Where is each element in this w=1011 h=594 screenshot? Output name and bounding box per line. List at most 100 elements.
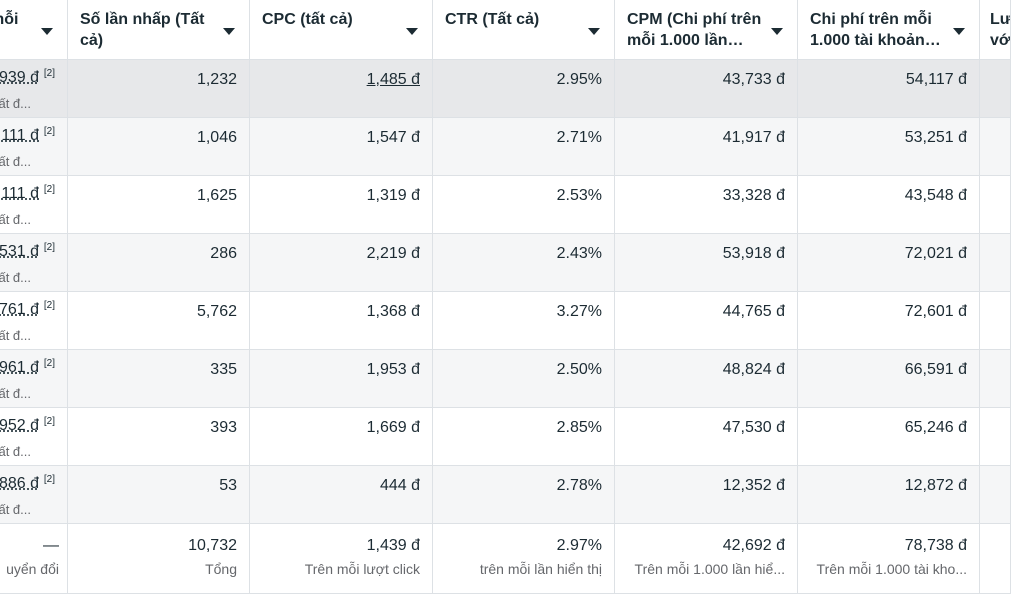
cell-cost-per-reach: 72,601 đ	[798, 292, 980, 350]
total-value: 78,738 đ	[798, 537, 967, 555]
cell-cpc: 1,319 đ	[250, 176, 433, 234]
cell-clicks: 286	[68, 234, 250, 292]
total-truncated	[980, 524, 1011, 594]
column-header-label: CPM (Chi phí trên mỗi 1.000 lần hiển thị…	[627, 9, 763, 51]
total-value: —	[0, 537, 59, 555]
chevron-down-icon[interactable]	[771, 28, 783, 35]
cell-ctr: 2.95%	[433, 60, 615, 118]
cost-value[interactable]: 111 đ	[1, 185, 39, 203]
column-header-label: CPC (tất cả)	[262, 9, 398, 30]
cell-cpm: 44,765 đ	[615, 292, 798, 350]
cell-cost-per-reach: 53,251 đ	[798, 118, 980, 176]
cell-ctr: 2.78%	[433, 466, 615, 524]
chevron-down-icon[interactable]	[406, 28, 418, 35]
cost-value[interactable]: 761 đ	[0, 301, 39, 319]
footnote-marker: [2]	[44, 126, 55, 137]
column-header-cost-per-reach[interactable]: Chi phí trên mỗi 1.000 tài khoản tiếp cậ…	[798, 0, 980, 60]
cell-ctr: 3.27%	[433, 292, 615, 350]
cell-cpc: 1,485 đ	[250, 60, 433, 118]
footnote-marker: [2]	[44, 242, 55, 253]
footnote-marker: [2]	[44, 358, 55, 369]
footnote-marker: [2]	[44, 68, 55, 79]
cost-value[interactable]: 886 đ	[0, 475, 39, 493]
cell-ctr: 2.85%	[433, 408, 615, 466]
cell-truncated	[980, 118, 1011, 176]
cell-ctr: 2.53%	[433, 176, 615, 234]
total-clicks: 10,732 Tổng	[68, 524, 250, 594]
cost-value[interactable]: 939 đ	[0, 69, 39, 87]
footnote-marker: [2]	[44, 416, 55, 427]
cell-cost-per-reach: 66,591 đ	[798, 350, 980, 408]
cell-cost-per: 939 đ [2] ất đ...	[0, 60, 68, 118]
cost-value[interactable]: 961 đ	[0, 359, 39, 377]
cell-truncated	[980, 350, 1011, 408]
cost-sublabel: ất đ...	[0, 212, 31, 227]
column-header-cpm[interactable]: CPM (Chi phí trên mỗi 1.000 lần hiển thị…	[615, 0, 798, 60]
cell-truncated	[980, 292, 1011, 350]
column-header-label: Lượt với	[990, 9, 1011, 51]
cell-cost-per: 952 đ [2] ất đ...	[0, 408, 68, 466]
cell-cpc: 1,547 đ	[250, 118, 433, 176]
cell-ctr: 2.43%	[433, 234, 615, 292]
footnote-marker: [2]	[44, 300, 55, 311]
cell-cpm: 43,733 đ	[615, 60, 798, 118]
total-cost-per: — uyển đổi	[0, 524, 68, 594]
total-value: 10,732	[68, 537, 237, 555]
cell-clicks: 53	[68, 466, 250, 524]
cell-cpm: 48,824 đ	[615, 350, 798, 408]
cost-sublabel: ất đ...	[0, 386, 31, 401]
total-value: 42,692 đ	[615, 537, 785, 555]
cell-cpc: 2,219 đ	[250, 234, 433, 292]
column-header-clicks-all[interactable]: Số lần nhấp (Tất cả)	[68, 0, 250, 60]
chevron-down-icon[interactable]	[223, 28, 235, 35]
total-label: Trên mỗi lượt click	[250, 561, 420, 577]
cell-cpm: 12,352 đ	[615, 466, 798, 524]
total-label: Trên mỗi 1.000 tài kho...	[798, 561, 967, 577]
column-header-cost-per[interactable]: mỗi	[0, 0, 68, 60]
column-header-label: Số lần nhấp (Tất cả)	[80, 9, 215, 51]
cell-cost-per-reach: 54,117 đ	[798, 60, 980, 118]
column-header-label: mỗi	[0, 9, 33, 30]
column-header-ctr-all[interactable]: CTR (Tất cả)	[433, 0, 615, 60]
cell-cpc: 1,953 đ	[250, 350, 433, 408]
total-cpm: 42,692 đ Trên mỗi 1.000 lần hiể...	[615, 524, 798, 594]
cost-sublabel: ất đ...	[0, 270, 31, 285]
column-header-cpc-all[interactable]: CPC (tất cả)	[250, 0, 433, 60]
cell-cost-per: 886 đ [2] ất đ...	[0, 466, 68, 524]
total-ctr: 2.97% trên mỗi lần hiển thị	[433, 524, 615, 594]
cell-truncated	[980, 466, 1011, 524]
total-label: uyển đổi	[0, 561, 59, 577]
chevron-down-icon[interactable]	[953, 28, 965, 35]
column-header-label: Chi phí trên mỗi 1.000 tài khoản tiếp cậ…	[810, 9, 945, 51]
cost-value[interactable]: 111 đ	[1, 127, 39, 145]
total-label: Tổng	[68, 561, 237, 577]
cell-cpm: 33,328 đ	[615, 176, 798, 234]
cost-value[interactable]: 952 đ	[0, 417, 39, 435]
cost-sublabel: ất đ...	[0, 154, 31, 169]
cost-sublabel: ất đ...	[0, 96, 31, 111]
footnote-marker: [2]	[44, 184, 55, 195]
cell-cpc: 444 đ	[250, 466, 433, 524]
cell-cpm: 47,530 đ	[615, 408, 798, 466]
cell-cpm: 41,917 đ	[615, 118, 798, 176]
cell-clicks: 5,762	[68, 292, 250, 350]
cell-cost-per-reach: 72,021 đ	[798, 234, 980, 292]
cell-cpc: 1,368 đ	[250, 292, 433, 350]
chevron-down-icon[interactable]	[41, 28, 53, 35]
cell-cost-per-reach: 12,872 đ	[798, 466, 980, 524]
cell-cpc: 1,669 đ	[250, 408, 433, 466]
cost-value[interactable]: 531 đ	[0, 243, 39, 261]
total-value: 1,439 đ	[250, 537, 420, 555]
cost-sublabel: ất đ...	[0, 502, 31, 517]
cell-cost-per: 761 đ [2] ất đ...	[0, 292, 68, 350]
cell-clicks: 1,232	[68, 60, 250, 118]
cell-cpm: 53,918 đ	[615, 234, 798, 292]
total-label: Trên mỗi 1.000 lần hiể...	[615, 561, 785, 577]
chevron-down-icon[interactable]	[588, 28, 600, 35]
cost-sublabel: ất đ...	[0, 444, 31, 459]
column-header-truncated[interactable]: Lượt với	[980, 0, 1011, 60]
cell-clicks: 393	[68, 408, 250, 466]
footnote-marker: [2]	[44, 474, 55, 485]
cell-cost-per: 111 đ [2] ất đ...	[0, 118, 68, 176]
